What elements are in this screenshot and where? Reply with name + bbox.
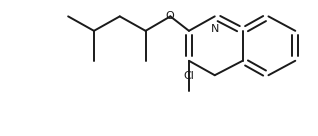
Text: Cl: Cl [183, 71, 194, 81]
Text: N: N [211, 24, 219, 34]
Text: O: O [165, 11, 174, 21]
